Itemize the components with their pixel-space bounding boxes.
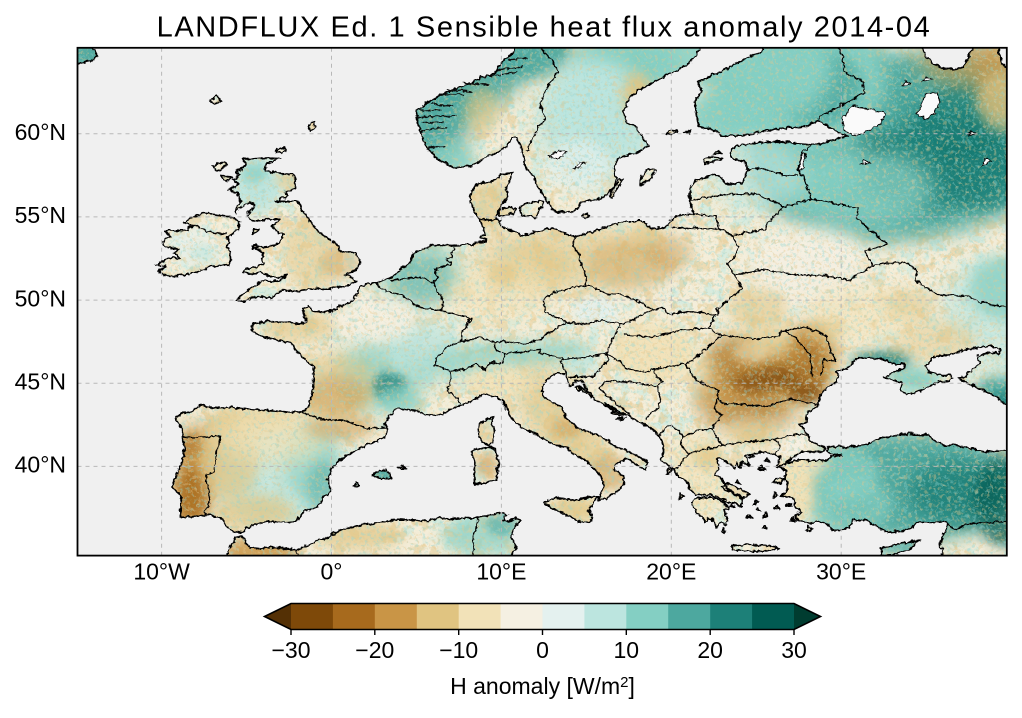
svg-text:10°W: 10°W <box>133 559 190 585</box>
svg-text:20: 20 <box>697 637 723 663</box>
svg-text:60°N: 60°N <box>15 119 66 145</box>
svg-text:H anomaly [W/m2]: H anomaly [W/m2] <box>450 673 635 699</box>
svg-text:55°N: 55°N <box>15 202 66 228</box>
svg-text:0: 0 <box>536 637 549 663</box>
svg-text:20°E: 20°E <box>646 559 696 585</box>
svg-text:30°E: 30°E <box>816 559 866 585</box>
svg-text:−10: −10 <box>439 637 478 663</box>
svg-text:−30: −30 <box>271 637 310 663</box>
svg-text:45°N: 45°N <box>15 369 66 395</box>
svg-text:LANDFLUX Ed. 1 Sensible heat f: LANDFLUX Ed. 1 Sensible heat flux anomal… <box>157 12 932 44</box>
svg-text:40°N: 40°N <box>15 452 66 478</box>
svg-text:10: 10 <box>614 637 640 663</box>
svg-text:50°N: 50°N <box>15 285 66 311</box>
svg-text:30: 30 <box>781 637 807 663</box>
svg-text:−20: −20 <box>355 637 394 663</box>
svg-text:10°E: 10°E <box>476 559 526 585</box>
svg-text:0°: 0° <box>321 559 343 585</box>
